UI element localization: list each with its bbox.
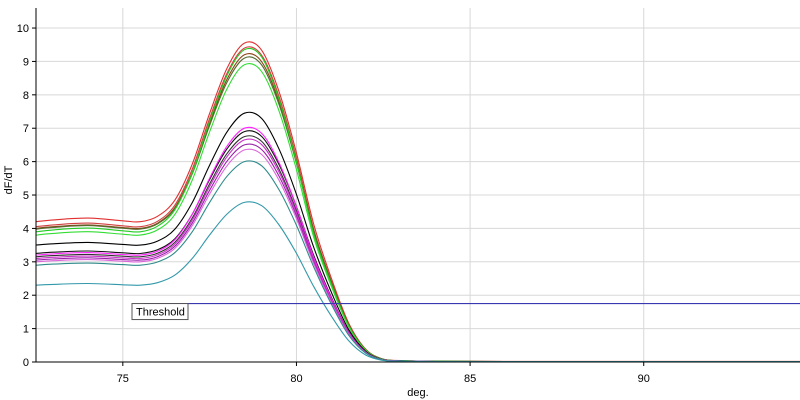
y-tick-label: 5 <box>23 190 29 202</box>
y-tick-label: 2 <box>23 290 29 302</box>
y-tick-label: 3 <box>23 257 29 269</box>
y-tick-label: 1 <box>23 324 29 336</box>
y-tick-label: 4 <box>23 223 29 235</box>
threshold[interactable]: Threshold <box>131 302 800 321</box>
x-tick-label: 80 <box>290 373 302 385</box>
threshold-label: Threshold <box>136 307 185 319</box>
y-tick-label: 7 <box>23 123 29 135</box>
y-tick-label: 6 <box>23 157 29 169</box>
y-axis-label: dF/dT <box>3 165 15 194</box>
x-tick-label: 85 <box>464 373 476 385</box>
x-axis-label: deg. <box>407 387 428 399</box>
threshold-label-box <box>131 303 189 321</box>
x-tick-label: 90 <box>638 373 650 385</box>
y-tick-label: 8 <box>23 90 29 102</box>
axes: 75 80 85 90 0 1 2 3 4 5 6 7 8 9 10 <box>17 8 800 385</box>
y-tick-label: 9 <box>23 56 29 68</box>
x-tick-label: 75 <box>117 373 129 385</box>
y-tick-label: 0 <box>23 357 29 369</box>
y-tick-label: 10 <box>17 23 29 35</box>
